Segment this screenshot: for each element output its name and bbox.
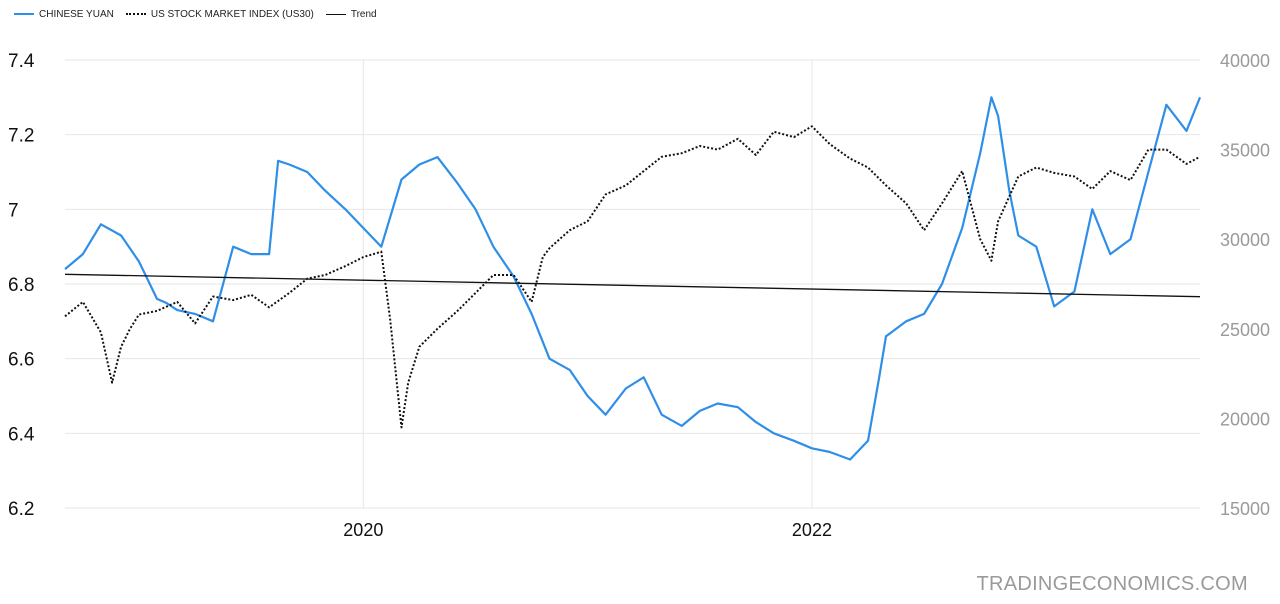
chart-legend: CHINESE YUAN US STOCK MARKET INDEX (US30… <box>14 7 389 21</box>
legend-label-trend: Trend <box>350 8 377 20</box>
y-left-tick-label: 6.8 <box>8 275 34 296</box>
legend-swatch-trend <box>325 13 346 15</box>
watermark: TRADINGECONOMICS.COM <box>976 573 1248 595</box>
y-left-tick-label: 6.6 <box>8 350 34 371</box>
series-line-us30 <box>64 125 1201 429</box>
legend-item-us30[interactable]: US STOCK MARKET INDEX (US30) <box>125 8 314 20</box>
y-left-tick-label: 7.2 <box>8 126 34 147</box>
legend-swatch-chinese-yuan <box>14 13 34 15</box>
y-right-tick-label: 15000 <box>1220 499 1270 519</box>
grid-lines <box>65 59 1200 509</box>
y-right-tick-label: 40000 <box>1220 51 1270 71</box>
y-right-tick-label: 35000 <box>1220 141 1270 161</box>
x-tick-label: 2022 <box>792 520 832 540</box>
legend-label-us30: US STOCK MARKET INDEX (US30) <box>150 8 314 20</box>
y-left-tick-label: 6.4 <box>8 424 35 445</box>
legend-item-chinese-yuan[interactable]: CHINESE YUAN <box>14 9 114 20</box>
series-line-chinese-yuan <box>64 96 1202 461</box>
legend-label-chinese-yuan: CHINESE YUAN <box>39 8 114 20</box>
axis-ticks: 6.2 6.4 6.6 6.8 7 7.2 7.4 15000 20000 25000 30000 3… <box>8 51 1270 540</box>
y-left-tick-label: 7 <box>8 200 19 221</box>
x-tick-label: 2020 <box>343 520 383 540</box>
legend-swatch-us30 <box>125 13 146 15</box>
y-left-tick-label: 6.2 <box>8 499 34 520</box>
y-right-tick-label: 25000 <box>1220 320 1270 340</box>
series-line-trend <box>64 273 1201 298</box>
y-left-tick-label: 7.4 <box>8 51 35 72</box>
y-right-tick-label: 30000 <box>1220 230 1270 250</box>
y-right-tick-label: 20000 <box>1220 409 1270 429</box>
series-lines <box>64 96 1202 461</box>
legend-item-trend[interactable]: Trend <box>325 8 377 20</box>
